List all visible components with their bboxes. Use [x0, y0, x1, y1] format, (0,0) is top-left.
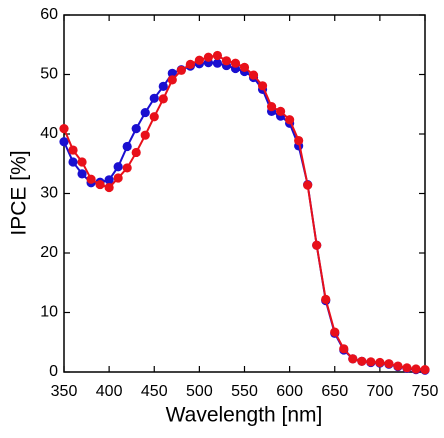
data-point	[348, 354, 358, 364]
x-axis-label: Wavelength [nm]	[166, 404, 323, 427]
x-tick-label: 600	[276, 383, 303, 400]
data-point	[122, 163, 132, 173]
data-point	[330, 327, 340, 337]
data-point	[384, 359, 394, 369]
data-point	[357, 356, 367, 366]
data-point	[248, 70, 259, 80]
data-point	[131, 147, 141, 158]
data-point	[303, 180, 313, 190]
x-tick-label: 650	[321, 383, 348, 400]
x-tick-label: 750	[412, 383, 439, 400]
data-point	[402, 363, 412, 373]
data-point	[122, 141, 132, 152]
data-point	[140, 130, 150, 140]
y-axis-label: IPCE [%]	[8, 150, 31, 235]
data-point	[131, 124, 141, 134]
y-tick-label: 0	[49, 363, 58, 380]
data-point	[312, 240, 322, 250]
data-point	[194, 55, 204, 65]
data-point	[158, 81, 168, 91]
data-point	[420, 365, 430, 375]
data-point	[185, 59, 195, 69]
data-point	[212, 50, 223, 61]
data-point	[149, 112, 159, 122]
y-tick-label: 10	[40, 304, 58, 321]
data-point	[167, 68, 177, 78]
data-point	[104, 182, 114, 193]
y-tick-label: 50	[40, 66, 58, 83]
data-point	[203, 52, 213, 62]
data-point	[230, 58, 241, 68]
series-line	[63, 61, 426, 372]
data-point	[68, 157, 78, 167]
y-tick-label: 30	[40, 185, 58, 202]
data-point	[294, 135, 304, 146]
y-tick-label: 40	[40, 125, 58, 142]
data-point	[393, 361, 403, 371]
data-point	[149, 93, 159, 103]
data-point	[68, 145, 78, 155]
x-tick-label: 400	[96, 383, 123, 400]
y-tick-label: 60	[40, 6, 58, 23]
data-point	[366, 357, 376, 367]
x-tick-label: 700	[367, 383, 394, 400]
data-point	[257, 81, 268, 91]
data-point	[59, 124, 69, 134]
x-tick-label: 500	[186, 383, 213, 400]
data-point	[375, 357, 385, 368]
data-point	[77, 157, 87, 167]
series-line	[63, 54, 426, 371]
data-point	[176, 65, 186, 75]
x-tick-label: 350	[51, 383, 78, 400]
data-point	[266, 102, 277, 112]
data-point	[239, 62, 250, 72]
y-tick-label: 20	[40, 244, 58, 261]
data-point	[140, 107, 150, 118]
x-tick-label: 450	[141, 383, 168, 400]
data-point	[321, 294, 331, 305]
data-point	[411, 364, 421, 374]
data-point	[212, 58, 223, 68]
data-point	[104, 175, 114, 185]
data-point	[113, 173, 123, 183]
data-point	[113, 162, 123, 172]
data-point	[167, 75, 177, 85]
data-point	[285, 115, 295, 125]
data-point	[95, 179, 105, 190]
data-point	[77, 169, 87, 179]
data-point	[59, 137, 69, 147]
data-point	[86, 174, 96, 184]
data-point	[158, 94, 168, 104]
data-point	[221, 56, 232, 66]
data-point	[276, 106, 286, 116]
data-point	[339, 344, 349, 354]
x-tick-label: 550	[231, 383, 258, 400]
